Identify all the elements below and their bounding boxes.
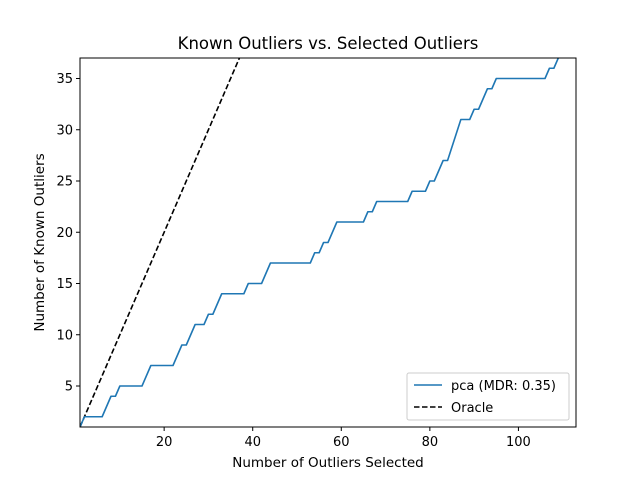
y-tick-label: 35 (56, 72, 73, 87)
plot-frame (79, 57, 577, 428)
legend: pca (MDR: 0.35) Oracle (406, 372, 570, 421)
x-tick-label: 40 (244, 435, 261, 450)
axis-ticks: 20 40 60 80 100 5 10 15 20 25 30 35 (56, 72, 530, 450)
y-tick-label: 25 (56, 175, 73, 190)
x-tick-label: 20 (156, 435, 173, 450)
legend-label-oracle: Oracle (451, 401, 493, 416)
legend-label-pca: pca (MDR: 0.35) (451, 379, 556, 394)
plot-area (80, 58, 560, 427)
x-tick-label: 60 (333, 435, 350, 450)
y-tick-label: 20 (56, 226, 73, 241)
x-axis-label: Number of Outliers Selected (232, 455, 424, 471)
y-tick-label: 10 (56, 328, 73, 343)
y-tick-label: 30 (56, 123, 73, 138)
series-line-oracle (80, 58, 241, 427)
y-tick-label: 5 (65, 380, 73, 395)
x-tick-label: 100 (506, 435, 531, 450)
legend-box (406, 372, 570, 421)
x-tick-label: 80 (422, 435, 439, 450)
y-axis-label: Number of Known Outliers (32, 153, 48, 331)
series-line-pca (80, 58, 560, 427)
y-tick-label: 15 (56, 277, 73, 292)
chart-title: Known Outliers vs. Selected Outliers (178, 34, 479, 53)
